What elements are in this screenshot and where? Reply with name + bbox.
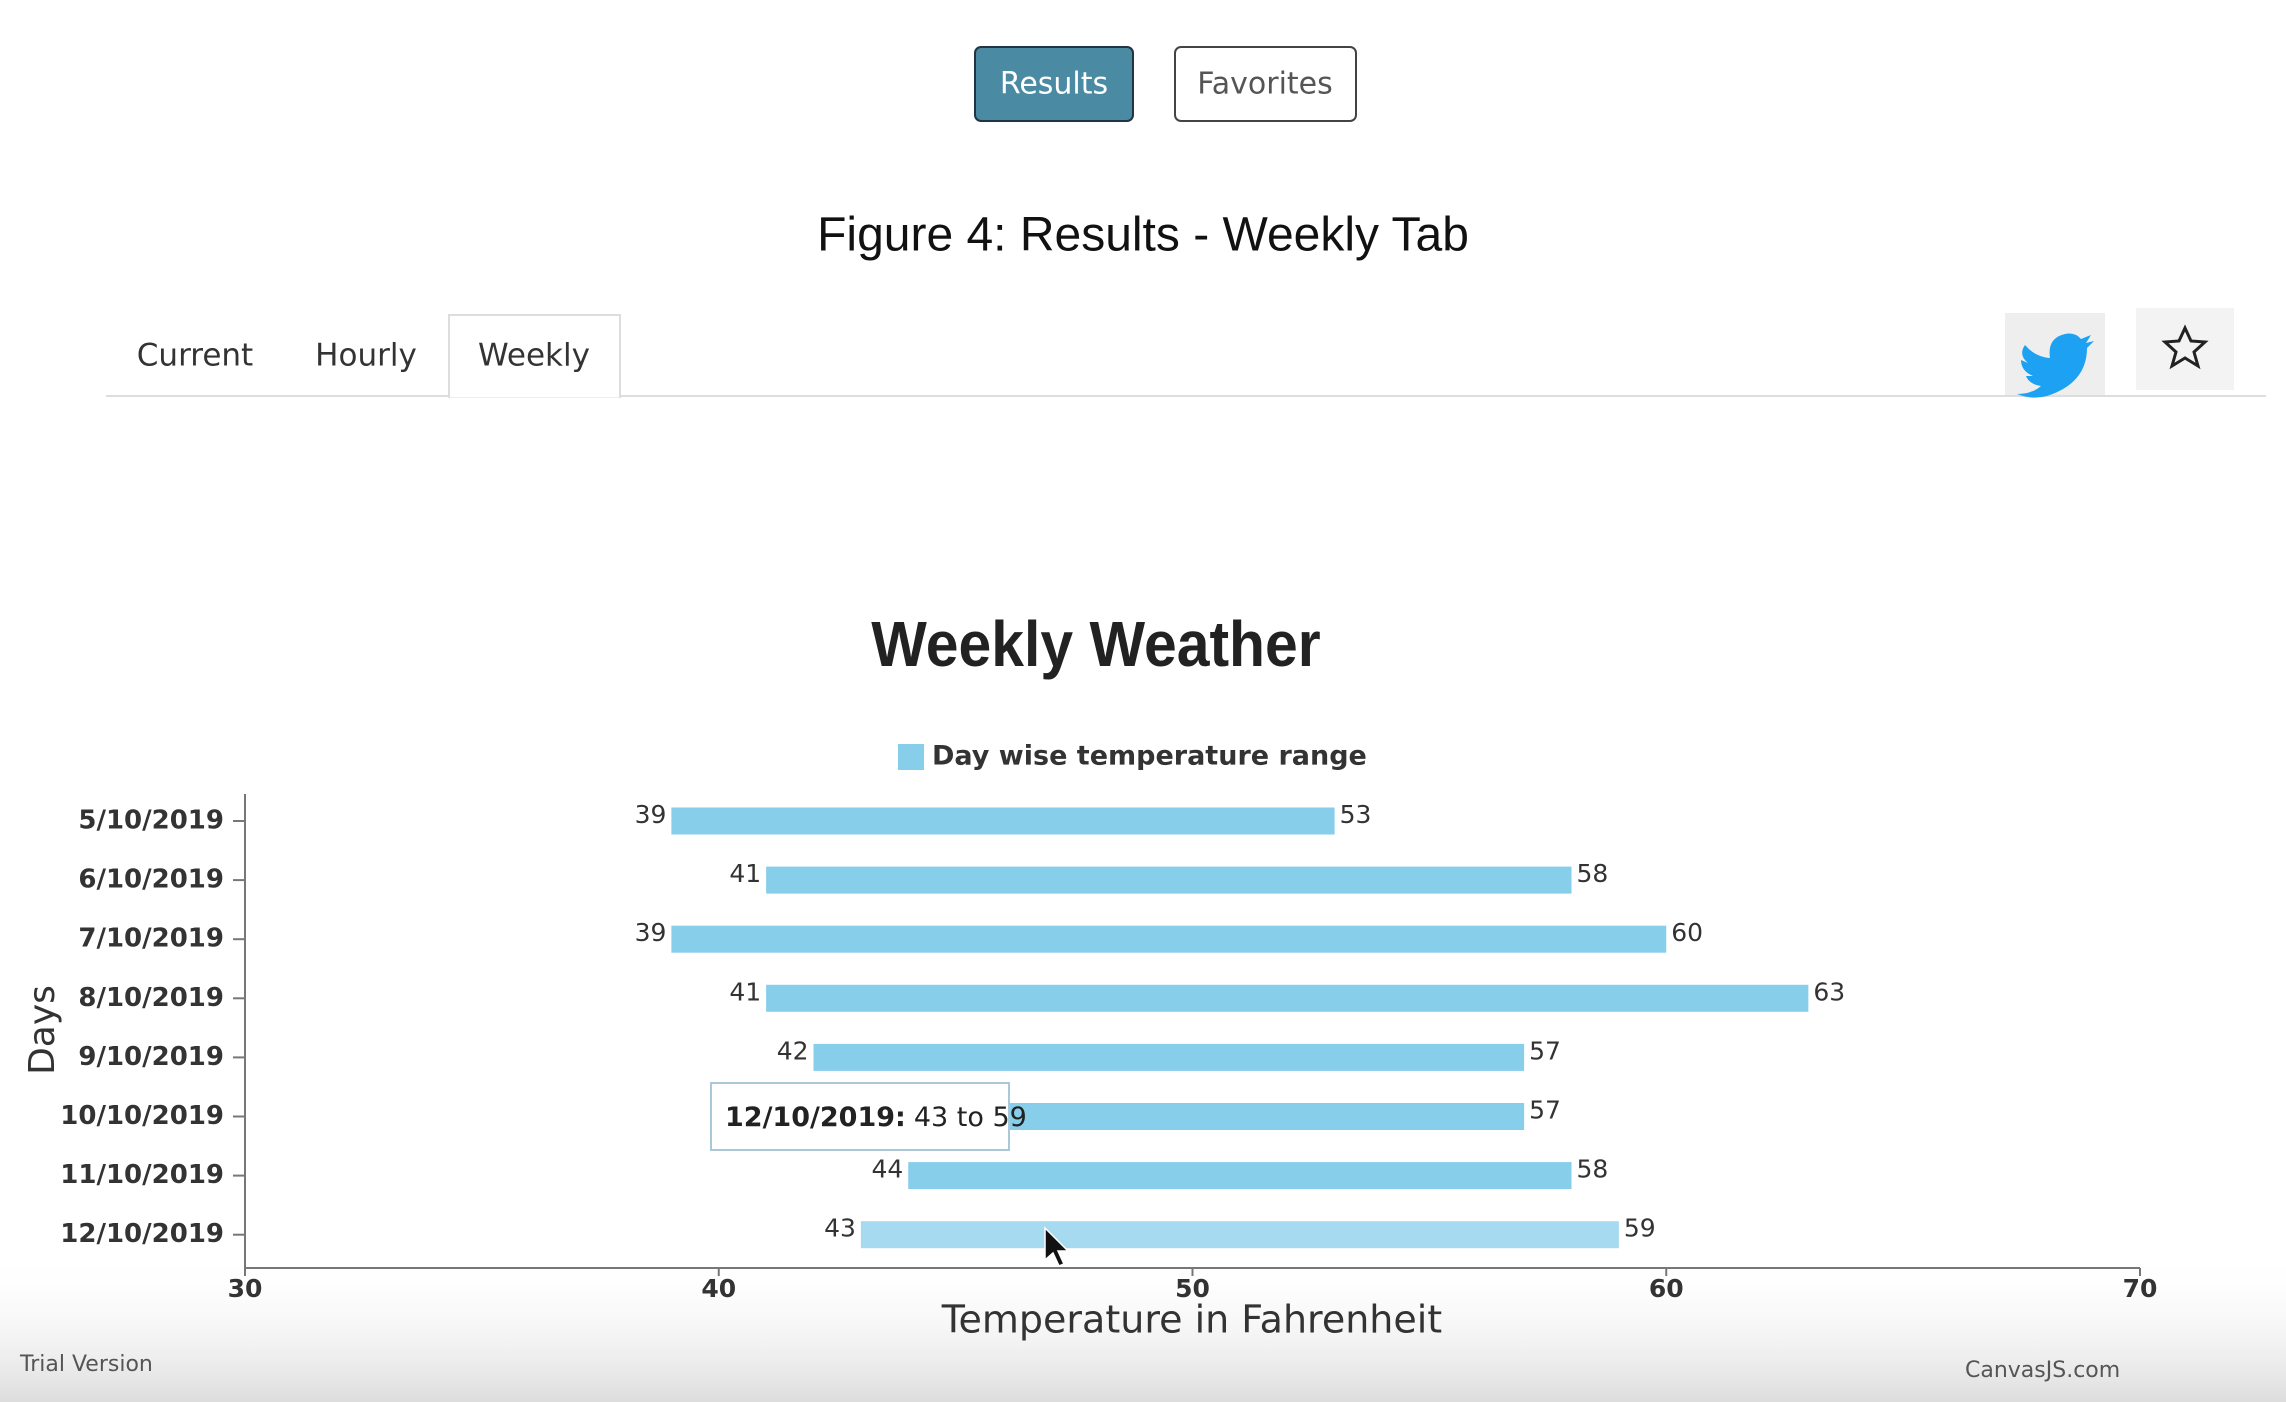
y-tick-label: 8/10/2019 (78, 983, 224, 1013)
high-label: 53 (1340, 800, 1372, 829)
results-button-label[interactable]: Results (1000, 67, 1108, 102)
x-tick-label: 40 (701, 1274, 736, 1303)
y-tick-label: 5/10/2019 (78, 806, 224, 836)
chart: Weekly Weather Day wise temperature rang… (22, 609, 2157, 1342)
trial-version: Trial Version (19, 1352, 153, 1377)
low-label: 41 (729, 977, 761, 1006)
active-tab (448, 314, 621, 398)
range-bar (766, 866, 1572, 894)
high-label: 57 (1529, 1096, 1561, 1125)
x-tick-label: 70 (2123, 1274, 2158, 1303)
high-label: 63 (1813, 977, 1845, 1006)
favorite-button[interactable] (2136, 308, 2234, 390)
favorites-button-label[interactable]: Favorites (1197, 67, 1333, 102)
caption: Figure 4: Results - Weekly Tab (817, 209, 1469, 262)
y-tick-label: 12/10/2019 (60, 1219, 224, 1249)
y-tick-label: 9/10/2019 (78, 1042, 224, 1072)
x-axis-title: Temperature in Fahrenheit (941, 1298, 1442, 1342)
y-axis-title: Days (22, 985, 63, 1075)
low-label: 44 (871, 1155, 903, 1184)
range-bar (671, 925, 1667, 953)
low-label: 41 (729, 859, 761, 888)
twitter-icon[interactable] (2017, 333, 2094, 398)
chart-title: Weekly Weather (871, 609, 1320, 681)
legend-swatch (898, 744, 924, 770)
x-tick-label: 50 (1175, 1274, 1210, 1303)
x-tick-label: 30 (228, 1274, 263, 1303)
y-tick-label: 11/10/2019 (60, 1160, 224, 1190)
range-bar (813, 1043, 1525, 1071)
y-tick-label: 7/10/2019 (78, 924, 224, 954)
tab[interactable]: Current (137, 338, 253, 374)
high-label: 58 (1577, 1155, 1609, 1184)
favorites-button[interactable] (1174, 46, 1357, 122)
y-tick-label: 10/10/2019 (60, 1101, 224, 1131)
legend-label: Day wise temperature range (932, 741, 1367, 772)
tooltip-label: 12/10/2019: (725, 1102, 906, 1133)
low-label: 42 (777, 1036, 809, 1065)
low-label: 43 (824, 1214, 856, 1243)
x-tick-label: 60 (1649, 1274, 1684, 1303)
star-icon[interactable] (2161, 324, 2209, 370)
range-bar (860, 1221, 1619, 1249)
high-label: 58 (1577, 859, 1609, 888)
results-button[interactable] (974, 46, 1134, 122)
high-label: 60 (1671, 918, 1703, 947)
low-label: 39 (635, 800, 667, 829)
range-bar (671, 807, 1335, 835)
cursor (1044, 1226, 1070, 1267)
tooltip: 12/10/2019: 43 to 59 (725, 1102, 1027, 1133)
range-bar (908, 1162, 1572, 1190)
low-label: 39 (635, 918, 667, 947)
footer-shade (0, 1250, 2286, 1402)
canvasjs-credit: CanvasJS.com (1965, 1358, 2120, 1383)
range-bar (766, 984, 1809, 1012)
y-tick-label: 6/10/2019 (78, 865, 224, 895)
high-label: 57 (1529, 1036, 1561, 1065)
tab[interactable]: Hourly (315, 338, 417, 374)
tooltip-box (710, 1082, 1010, 1151)
high-label: 59 (1624, 1214, 1656, 1243)
tab[interactable]: Weekly (478, 338, 590, 374)
tooltip-text: 43 to 59 (914, 1102, 1027, 1133)
